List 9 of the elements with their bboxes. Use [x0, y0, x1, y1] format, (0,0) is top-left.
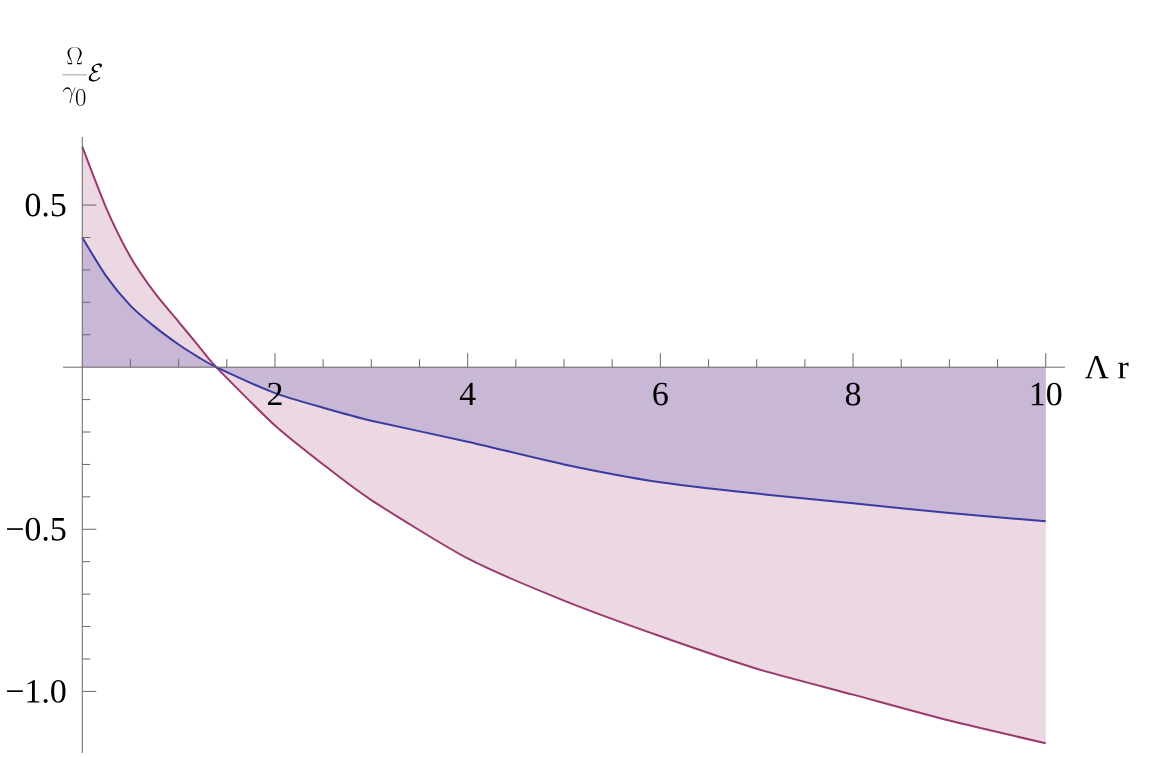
y-tick-label: −0.5 — [7, 517, 66, 541]
y-tick-label: 0.5 — [25, 193, 66, 217]
y-tick-label: −1.0 — [7, 679, 66, 703]
x-tick-label: 10 — [1031, 382, 1062, 406]
x-axis-title: Λ r — [1084, 355, 1129, 379]
y-axis-title: $\frac{\Omega}{\gamma_0}\mathcal{E}$ — [62, 46, 103, 106]
x-tick-label: 4 — [459, 382, 476, 405]
x-tick-label: 8 — [845, 382, 861, 406]
x-tick-label: 6 — [653, 382, 668, 406]
